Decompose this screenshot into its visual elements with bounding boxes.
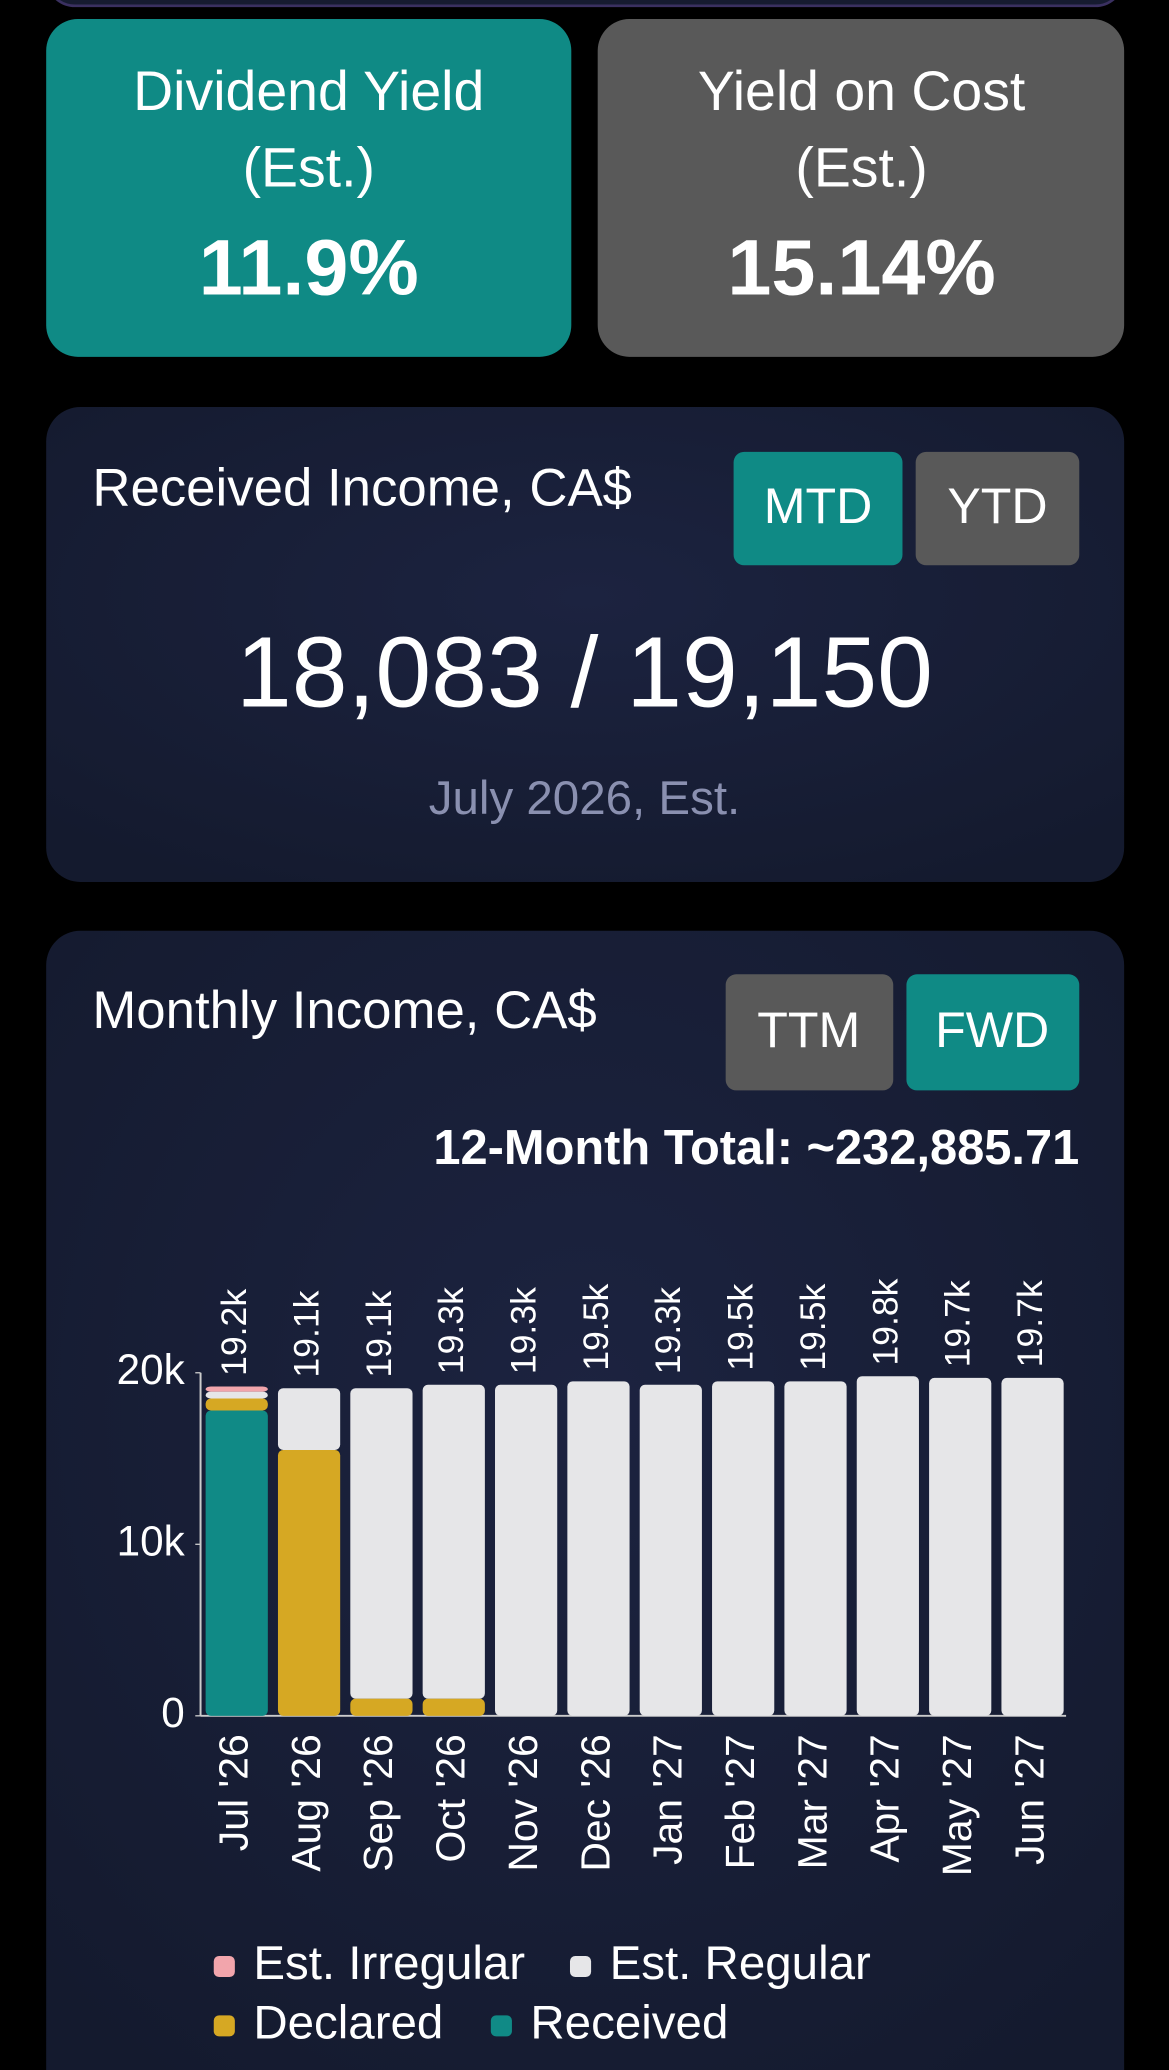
total-label: 19.3k — [431, 1287, 471, 1374]
income-period: July 2026, Est. — [429, 772, 740, 825]
x-tick-label: Jul '26 — [211, 1734, 257, 1851]
total-label: 19.8k — [865, 1278, 905, 1365]
x-tick-label: Dec '26 — [572, 1734, 618, 1871]
bar-segment — [784, 1381, 847, 1716]
total-label: 19.5k — [576, 1283, 616, 1370]
x-tick-label: Aug '26 — [283, 1734, 329, 1871]
previous-card — [55, 0, 1115, 8]
y-tick-label: 10k — [117, 1517, 186, 1564]
tab-label[interactable]: MTD — [764, 478, 873, 534]
x-tick-label: Sep '26 — [355, 1734, 401, 1871]
bar-segment — [205, 1386, 268, 1392]
legend-swatch — [213, 2015, 235, 2037]
chart-subtitle: 12-Month Total: ~232,885.71 — [433, 1121, 1079, 1175]
total-label: 19.1k — [359, 1290, 399, 1377]
x-tick-label: May '27 — [934, 1734, 980, 1876]
tab-button[interactable] — [906, 974, 1080, 1091]
legend-swatch — [569, 1955, 592, 1978]
x-tick-label: Oct '26 — [428, 1734, 474, 1862]
card-subtitle: (Est.) — [243, 137, 375, 199]
total-label: 19.1k — [286, 1290, 326, 1377]
x-tick-label: Nov '26 — [500, 1734, 546, 1871]
bar-segment — [350, 1698, 413, 1716]
legend-label: Est. Irregular — [253, 1937, 525, 1990]
card-title: Received Income, CA$ — [92, 458, 632, 517]
bar-segment — [495, 1384, 558, 1716]
legend-label: Est. Regular — [610, 1937, 871, 1990]
bar-segment — [856, 1376, 919, 1716]
total-label: 19.3k — [504, 1287, 544, 1374]
bar-segment — [422, 1698, 485, 1716]
card-value: 15.14% — [727, 223, 995, 312]
total-label: 19.5k — [793, 1283, 833, 1370]
bar-segment — [277, 1388, 341, 1450]
tab-button[interactable] — [725, 974, 894, 1091]
tab-button[interactable] — [915, 451, 1080, 566]
x-tick-label: Apr '27 — [862, 1734, 908, 1862]
total-label: 19.3k — [648, 1287, 688, 1374]
card-subtitle: (Est.) — [795, 137, 927, 199]
total-label: 19.5k — [721, 1283, 761, 1370]
bar-segment — [712, 1381, 775, 1716]
yield-card — [46, 19, 572, 357]
bar-segment — [422, 1384, 485, 1699]
x-tick-label: Jun '27 — [1006, 1734, 1052, 1865]
bar-segment — [1001, 1377, 1064, 1716]
legend-swatch — [213, 1955, 235, 1978]
total-label: 19.2k — [214, 1289, 254, 1376]
income-amount: 18,083 / 19,150 — [236, 617, 933, 729]
total-label: 19.7k — [938, 1280, 978, 1367]
total-label: 19.7k — [1010, 1280, 1050, 1367]
legend-label: Received — [530, 1996, 728, 2049]
bar-segment — [277, 1449, 341, 1716]
tab-label[interactable]: YTD — [947, 478, 1047, 534]
tab-label[interactable]: TTM — [757, 1002, 860, 1058]
tab-label[interactable]: FWD — [935, 1002, 1049, 1058]
legend-label: Declared — [253, 1996, 443, 2049]
bar-segment — [350, 1388, 413, 1699]
y-tick-label: 0 — [161, 1689, 184, 1736]
legend-swatch — [490, 2015, 512, 2037]
card-value: 11.9% — [199, 223, 419, 312]
bar-segment — [929, 1377, 992, 1716]
card-title: Yield on Cost — [698, 60, 1025, 122]
chart-title: Monthly Income, CA$ — [92, 981, 596, 1040]
yield-card — [597, 19, 1125, 357]
bar-segment — [567, 1381, 630, 1716]
tab-button[interactable] — [733, 451, 903, 566]
y-tick-label: 20k — [117, 1346, 186, 1393]
x-tick-label: Mar '27 — [789, 1734, 835, 1869]
card-title: Dividend Yield — [133, 60, 484, 122]
bar-segment — [205, 1398, 268, 1411]
x-tick-label: Jan '27 — [645, 1734, 691, 1865]
x-tick-label: Feb '27 — [717, 1734, 763, 1869]
bar-segment — [639, 1384, 702, 1716]
bar-segment — [205, 1410, 268, 1716]
bar-segment — [205, 1391, 268, 1399]
